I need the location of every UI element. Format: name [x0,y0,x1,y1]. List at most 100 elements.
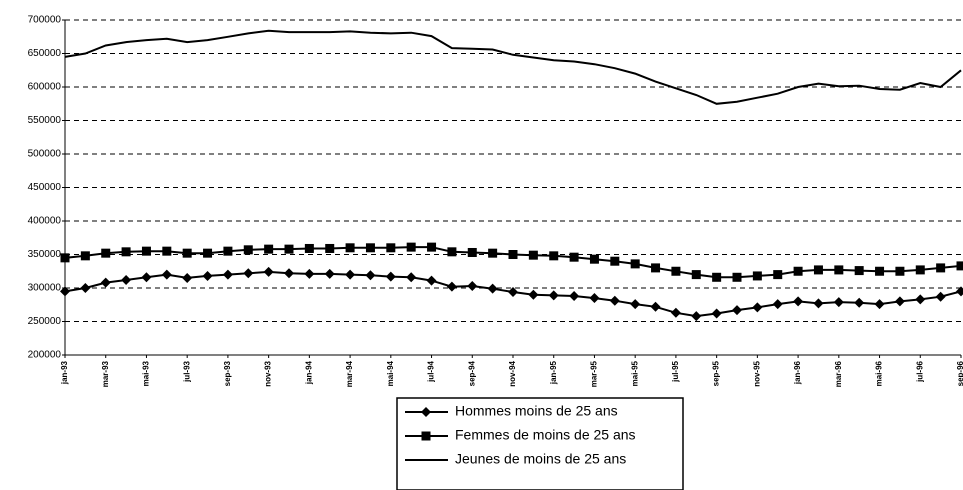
marker [385,271,396,282]
x-tick-label: sep-93 [223,360,232,386]
marker [101,248,111,258]
x-tick-label: jul-95 [671,360,680,382]
marker [487,283,498,294]
x-tick-label: nov-94 [508,360,517,386]
marker [772,299,783,310]
marker [182,248,192,258]
x-tick-label: jan-94 [304,360,313,385]
marker [691,270,701,280]
marker [446,281,457,292]
marker [915,294,926,305]
marker [833,297,844,308]
x-tick-label: jan-93 [60,360,69,385]
marker [421,431,431,441]
marker [752,271,762,281]
marker [223,246,233,256]
marker [630,259,640,269]
marker [793,266,803,276]
x-tick-label: mar-94 [345,360,354,387]
marker [610,256,620,266]
marker [874,299,885,310]
marker [304,268,315,279]
y-tick-label: 500000 [28,149,62,160]
marker [365,270,376,281]
marker [508,250,518,259]
marker [569,291,580,302]
marker [773,270,783,280]
x-tick-label: mai-96 [875,360,884,386]
marker [956,286,963,297]
marker [345,269,356,280]
marker [936,263,946,273]
marker [854,266,864,276]
marker [895,266,905,276]
y-tick-label: 550000 [28,115,62,126]
legend-label: Jeunes de moins de 25 ans [455,451,626,467]
marker [834,265,844,275]
marker [406,272,417,283]
marker [284,268,294,279]
y-tick-label: 350000 [28,249,62,260]
x-tick-label: mai-93 [142,360,151,386]
marker [162,246,172,256]
marker [60,286,70,297]
x-tick-label: mar-93 [101,360,110,387]
legend-label: Hommes moins de 25 ans [455,403,618,419]
x-tick-label: nov-93 [264,360,273,386]
x-tick-label: jan-96 [793,360,802,385]
marker [854,297,865,308]
y-tick-label: 700000 [28,15,62,26]
marker [711,308,722,319]
marker [589,293,600,304]
marker [100,277,111,288]
marker [609,295,620,306]
y-tick-label: 400000 [28,216,62,227]
marker [80,251,90,261]
legend-label: Femmes de moins de 25 ans [455,427,636,443]
marker [671,266,681,276]
x-tick-label: mar-96 [834,360,843,387]
marker [406,242,416,252]
marker [141,246,151,256]
marker [548,290,559,301]
marker [528,250,538,260]
y-tick-label: 650000 [28,48,62,59]
line [64,29,962,105]
marker [427,242,437,252]
x-tick-label: jul-96 [915,360,924,382]
marker [813,298,824,309]
x-tick-label: mar-95 [590,360,599,387]
marker [304,243,314,253]
x-tick-label: jul-94 [427,360,436,382]
marker [284,244,294,254]
marker [80,283,91,293]
marker [894,296,905,307]
marker [421,407,431,417]
marker [426,275,437,286]
marker [447,247,457,257]
marker [488,248,498,258]
x-tick-label: nov-95 [752,360,761,386]
marker [549,251,559,261]
marker [141,272,152,283]
marker [263,266,274,277]
y-tick-label: 450000 [28,182,62,193]
y-tick-label: 250000 [28,316,62,327]
x-tick-label: mai-94 [386,360,395,386]
marker [467,280,478,291]
marker [712,272,722,282]
marker [202,270,213,281]
y-tick-label: 300000 [28,283,62,294]
marker [161,269,172,280]
marker [243,245,253,255]
x-tick-label: sep-94 [467,360,476,386]
marker [569,252,579,262]
marker [60,253,70,263]
marker [875,266,885,276]
marker [345,243,355,253]
marker [670,307,681,318]
marker [651,263,661,273]
marker [813,265,823,275]
marker [752,302,763,313]
